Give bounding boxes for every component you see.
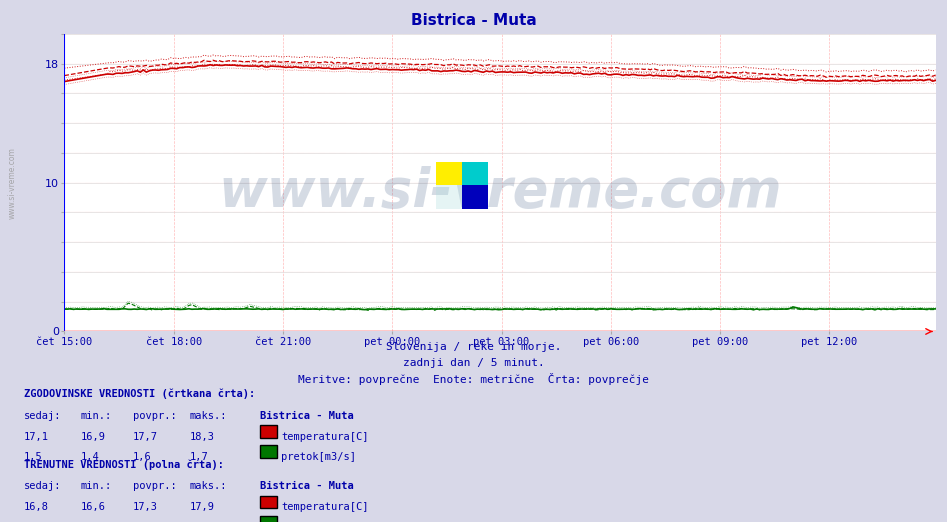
Text: 18,3: 18,3 <box>189 432 214 442</box>
Bar <box>462 162 488 185</box>
Text: 1,4: 1,4 <box>80 452 99 461</box>
Bar <box>462 185 488 209</box>
Text: temperatura[C]: temperatura[C] <box>281 432 368 442</box>
Text: 1,6: 1,6 <box>133 452 152 461</box>
Text: Bistrica - Muta: Bistrica - Muta <box>260 411 354 421</box>
Text: sedaj:: sedaj: <box>24 411 62 421</box>
Bar <box>436 185 462 209</box>
Text: 17,7: 17,7 <box>133 432 157 442</box>
Text: 1,5: 1,5 <box>24 452 43 461</box>
Text: 17,3: 17,3 <box>133 502 157 512</box>
Text: Bistrica - Muta: Bistrica - Muta <box>411 13 536 28</box>
Bar <box>436 162 462 185</box>
Text: www.si-vreme.com: www.si-vreme.com <box>218 165 782 218</box>
Text: Bistrica - Muta: Bistrica - Muta <box>260 481 354 491</box>
Text: min.:: min.: <box>80 411 112 421</box>
Text: TRENUTNE VREDNOSTI (polna črta):: TRENUTNE VREDNOSTI (polna črta): <box>24 459 223 470</box>
Text: zadnji dan / 5 minut.: zadnji dan / 5 minut. <box>402 358 545 367</box>
Text: maks.:: maks.: <box>189 411 227 421</box>
Text: 17,9: 17,9 <box>189 502 214 512</box>
Text: povpr.:: povpr.: <box>133 481 176 491</box>
Text: ZGODOVINSKE VREDNOSTI (črtkana črta):: ZGODOVINSKE VREDNOSTI (črtkana črta): <box>24 389 255 399</box>
Text: temperatura[C]: temperatura[C] <box>281 502 368 512</box>
Text: Slovenija / reke in morje.: Slovenija / reke in morje. <box>385 342 562 352</box>
Text: 1,7: 1,7 <box>189 452 208 461</box>
Text: Meritve: povprečne  Enote: metrične  Črta: povprečje: Meritve: povprečne Enote: metrične Črta:… <box>298 373 649 385</box>
Text: 16,9: 16,9 <box>80 432 105 442</box>
Text: povpr.:: povpr.: <box>133 411 176 421</box>
Text: min.:: min.: <box>80 481 112 491</box>
Text: 16,8: 16,8 <box>24 502 48 512</box>
Text: pretok[m3/s]: pretok[m3/s] <box>281 452 356 461</box>
Text: 17,1: 17,1 <box>24 432 48 442</box>
Text: sedaj:: sedaj: <box>24 481 62 491</box>
Text: 16,6: 16,6 <box>80 502 105 512</box>
Text: www.si-vreme.com: www.si-vreme.com <box>8 147 17 219</box>
Text: maks.:: maks.: <box>189 481 227 491</box>
